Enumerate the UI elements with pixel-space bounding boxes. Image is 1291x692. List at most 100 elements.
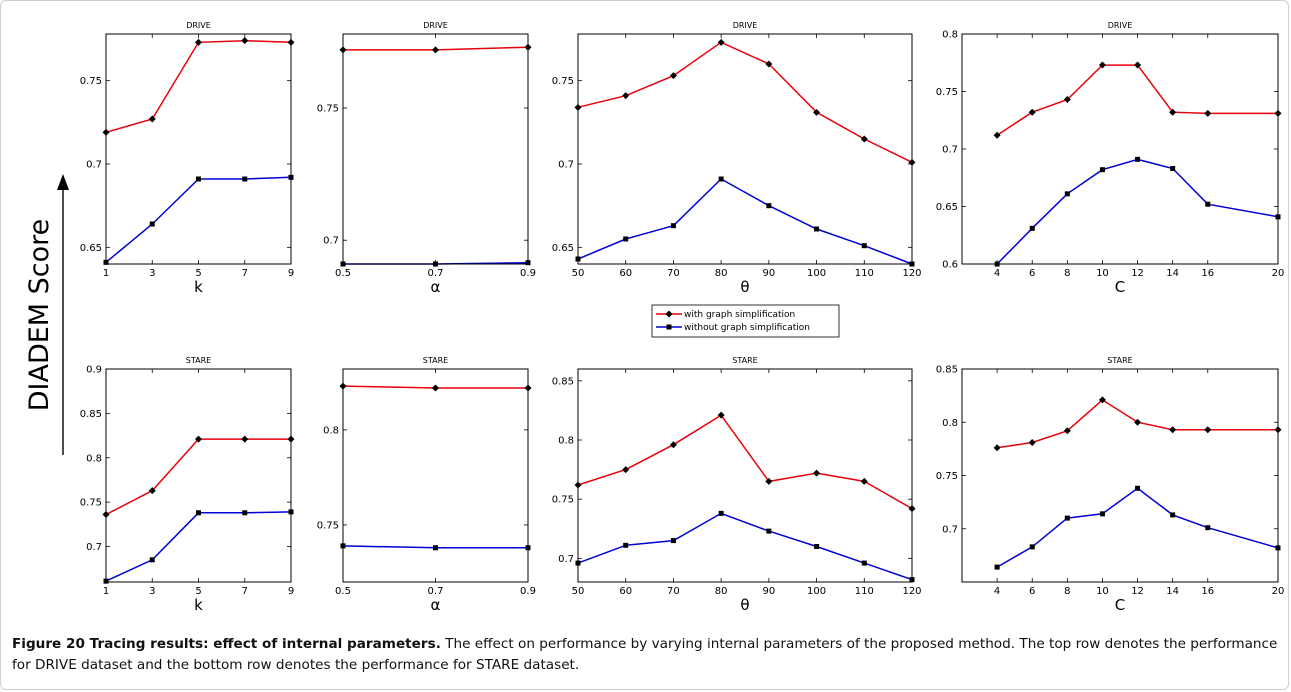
series-line-without <box>577 178 913 265</box>
data-point-without <box>1064 515 1070 521</box>
panel-title: DRIVE <box>423 21 448 30</box>
data-point-with <box>813 108 821 116</box>
panel-title: DRIVE <box>733 21 758 30</box>
data-point-without <box>861 243 867 249</box>
x-tick-label: 1 <box>103 586 109 597</box>
y-tick-label: 0.75 <box>317 520 339 531</box>
data-point-without <box>433 545 438 551</box>
chart-panel-5: STARE 0.7 0.75 0.8 0.85 0.9 1 3 5 7 9 k <box>80 356 295 614</box>
y-tick-label: 0.7 <box>86 542 102 553</box>
panel-frame <box>342 33 529 265</box>
x-tick-label: 8 <box>1064 586 1070 597</box>
y-tick-label: 0.9 <box>86 365 102 376</box>
data-point-with <box>993 131 1001 139</box>
data-point-without <box>196 510 201 516</box>
x-tick-label: 4 <box>994 268 1000 279</box>
x-tick-label: 12 <box>1131 586 1144 597</box>
y-tick-label: 0.65 <box>552 243 574 254</box>
y-tick-label: 0.85 <box>936 365 958 376</box>
data-point-with <box>148 115 156 123</box>
x-tick-label: 3 <box>149 268 155 279</box>
x-tick-label: 80 <box>715 586 728 597</box>
data-point-with <box>622 92 630 100</box>
panel-frame <box>961 368 1279 583</box>
panel-title: STARE <box>423 356 448 365</box>
data-point-with <box>765 60 773 68</box>
data-point-with <box>1204 109 1212 117</box>
data-point-without <box>1029 544 1035 550</box>
x-tick-label: 50 <box>572 586 585 597</box>
y-tick-label: 0.75 <box>936 471 958 482</box>
data-point-with <box>1098 61 1106 69</box>
y-axis-main-label-group: DIADEM Score <box>24 174 69 455</box>
data-point-with <box>148 487 156 495</box>
y-tick-label: 0.75 <box>80 76 102 87</box>
x-tick-label: 70 <box>667 268 680 279</box>
y-tick-label: 0.65 <box>936 202 958 213</box>
data-point-with <box>1098 396 1106 404</box>
x-tick-label: 7 <box>242 586 248 597</box>
data-point-with <box>717 411 725 419</box>
y-tick-label: 0.8 <box>558 436 574 447</box>
y-axis-arrow-head <box>57 174 69 190</box>
data-point-with <box>1204 426 1212 434</box>
data-point-without <box>1170 166 1176 172</box>
x-tick-label: 0.9 <box>520 268 536 279</box>
x-tick-label: 16 <box>1201 268 1214 279</box>
series-line-with <box>105 39 292 134</box>
x-tick-label: 110 <box>855 586 874 597</box>
x-tick-label: 120 <box>902 586 921 597</box>
chart-panel-1: DRIVE 0.65 0.7 0.75 1 3 5 7 9 k <box>80 21 295 296</box>
data-point-without <box>670 223 676 229</box>
data-point-with <box>993 444 1001 452</box>
y-tick-label: 0.7 <box>558 554 574 565</box>
x-axis-label: α <box>431 596 441 614</box>
panel-title: STARE <box>1107 356 1132 365</box>
legend-label-without: without graph simplification <box>684 323 810 333</box>
x-tick-label: 16 <box>1201 586 1214 597</box>
series-line-with <box>577 414 913 510</box>
panel-title: STARE <box>186 356 211 365</box>
x-tick-label: 9 <box>288 268 294 279</box>
x-tick-label: 110 <box>855 268 874 279</box>
x-tick-label: 5 <box>195 586 201 597</box>
legend-marker-with <box>665 310 673 318</box>
panel-title: STARE <box>732 356 757 365</box>
y-tick-label: 0.75 <box>317 104 339 115</box>
x-tick-label: 60 <box>619 268 632 279</box>
data-point-with <box>241 37 249 45</box>
y-tick-label: 0.85 <box>552 376 574 387</box>
y-axis-main-label: DIADEM Score <box>24 219 55 412</box>
data-point-without <box>149 557 155 563</box>
x-axis-label: θ <box>740 278 749 296</box>
data-point-with <box>1169 108 1177 116</box>
x-tick-label: 0.7 <box>428 268 444 279</box>
x-tick-label: 6 <box>1029 268 1035 279</box>
data-point-with <box>432 46 439 54</box>
series-line-without <box>105 511 292 582</box>
data-point-without <box>814 226 820 232</box>
y-tick-label: 0.75 <box>552 495 574 506</box>
x-axis-label: α <box>431 278 441 296</box>
data-point-with <box>195 38 202 46</box>
data-point-with <box>432 384 439 392</box>
panel-frame <box>105 368 292 583</box>
x-tick-label: 20 <box>1272 268 1285 279</box>
y-tick-label: 0.7 <box>558 160 574 171</box>
data-point-without <box>1064 191 1070 197</box>
data-point-without <box>718 176 724 182</box>
data-point-without <box>766 203 772 209</box>
data-point-with <box>765 477 773 485</box>
chart-panel-6: STARE 0.75 0.8 0.5 0.7 0.9 α <box>317 356 536 614</box>
chart-panel-8: STARE 0.7 0.75 0.8 0.85 4 6 8 10 12 14 16 20 C <box>936 356 1285 614</box>
data-point-without <box>623 236 629 242</box>
y-tick-label: 0.75 <box>80 498 102 509</box>
data-point-without <box>1099 167 1105 173</box>
y-tick-label: 0.8 <box>942 418 958 429</box>
x-tick-label: 0.5 <box>335 586 351 597</box>
panel-title: DRIVE <box>1108 21 1133 30</box>
y-tick-label: 0.75 <box>936 87 958 98</box>
data-point-without <box>242 176 248 182</box>
data-point-without <box>861 560 867 566</box>
x-tick-label: 120 <box>902 268 921 279</box>
